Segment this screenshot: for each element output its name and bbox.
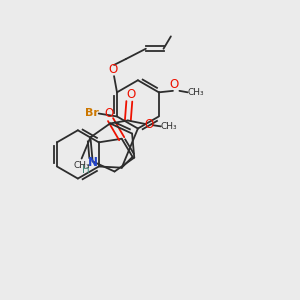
Text: H: H <box>82 165 90 175</box>
Text: CH₃: CH₃ <box>74 160 91 169</box>
Text: CH₃: CH₃ <box>161 122 177 131</box>
Text: O: O <box>104 106 114 120</box>
Text: CH₃: CH₃ <box>188 88 204 97</box>
Text: O: O <box>144 118 154 131</box>
Text: O: O <box>108 63 117 76</box>
Text: Br: Br <box>85 108 99 118</box>
Text: O: O <box>170 78 179 91</box>
Text: N: N <box>88 156 98 169</box>
Text: O: O <box>126 88 135 101</box>
